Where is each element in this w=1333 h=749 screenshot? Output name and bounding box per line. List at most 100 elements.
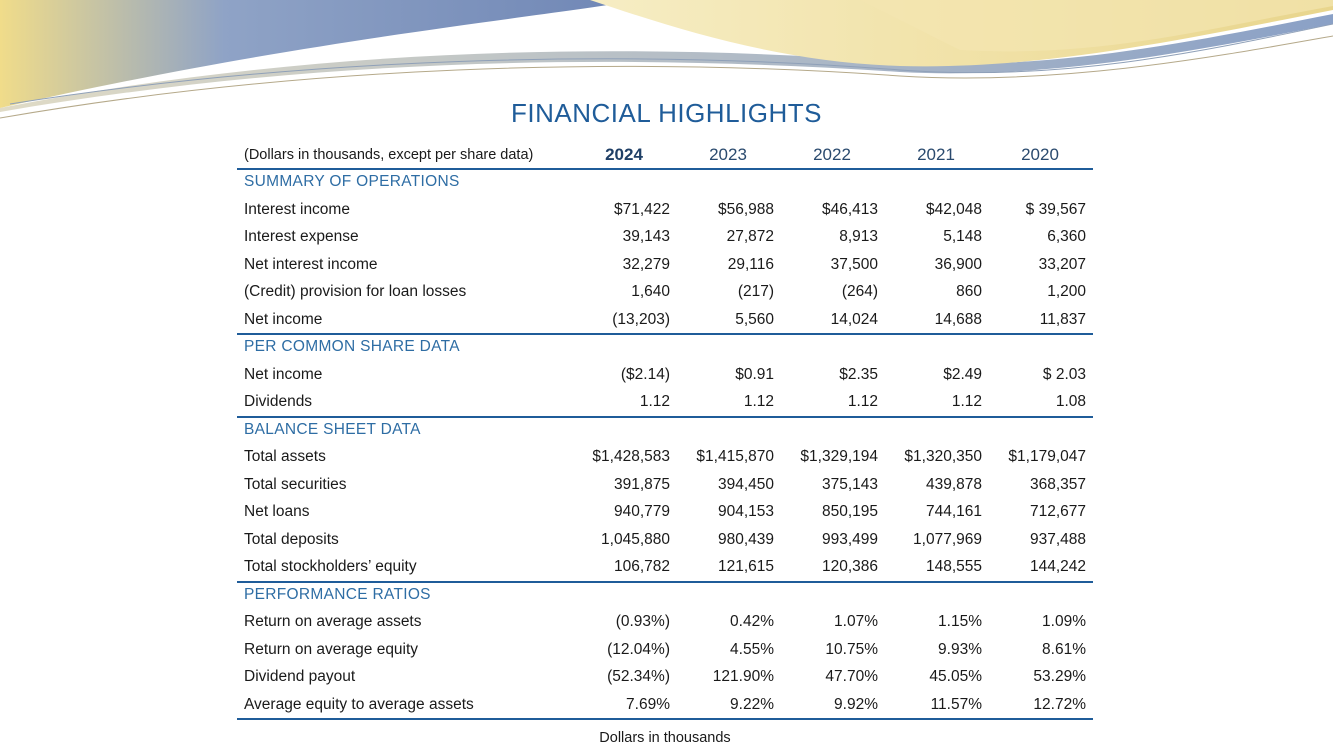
- cell-value: 1,077,969: [913, 530, 982, 548]
- section-title: SUMMARY OF OPERATIONS: [244, 173, 460, 190]
- cell-value: 1.12: [743, 393, 774, 410]
- cell-value: 8.61%: [1042, 640, 1086, 658]
- cell-value: 0.42%: [730, 613, 774, 630]
- cell-value: 375,143: [821, 475, 878, 493]
- cell-value: 14,688: [934, 310, 982, 328]
- cell-value: 980,439: [717, 530, 774, 548]
- row-label: Total stockholders’ equity: [244, 558, 417, 575]
- cell-value: 36,900: [934, 255, 982, 273]
- year-header: 2024: [605, 145, 643, 164]
- cell-value: 39,143: [622, 228, 670, 245]
- cell-value: (264): [841, 283, 878, 300]
- cell-value: 47.70%: [825, 668, 878, 685]
- cell-value: $ 39,567: [1025, 200, 1086, 218]
- cell-value: (12.04%): [607, 640, 670, 658]
- row-label: Average equity to average assets: [244, 695, 474, 713]
- cell-value: 11.57%: [930, 695, 982, 713]
- cell-value: 368,357: [1029, 475, 1086, 493]
- cell-value: 120,386: [821, 558, 878, 575]
- section-title: BALANCE SHEET DATA: [244, 420, 421, 438]
- cell-value: 394,450: [717, 475, 774, 493]
- cell-value: $46,413: [821, 200, 878, 218]
- row-label: Net interest income: [244, 255, 378, 273]
- cell-value: 9.92%: [834, 695, 878, 713]
- cell-value: ($2.14): [620, 365, 670, 383]
- cell-value: $56,988: [717, 200, 774, 218]
- cell-value: 1.15%: [938, 613, 982, 630]
- cell-value: 391,875: [613, 475, 670, 493]
- cell-value: 121.90%: [712, 668, 774, 685]
- row-label: Net income: [244, 310, 323, 328]
- bottom-rule: [237, 718, 1093, 720]
- section-rule: [237, 333, 1093, 335]
- cell-value: 993,499: [821, 530, 878, 548]
- cell-value: 10.75%: [825, 640, 878, 658]
- cell-value: 1,045,880: [601, 530, 670, 548]
- cell-value: 940,779: [613, 503, 670, 520]
- row-label: (Credit) provision for loan losses: [244, 283, 467, 300]
- row-label: Total deposits: [244, 530, 339, 548]
- cell-value: (13,203): [612, 310, 670, 328]
- cell-value: 712,677: [1029, 503, 1086, 520]
- cell-value: 6,360: [1047, 228, 1086, 245]
- cell-value: $71,422: [613, 200, 670, 218]
- year-header: 2021: [917, 145, 955, 164]
- cell-value: 904,153: [717, 503, 774, 520]
- cell-value: 1.12: [951, 393, 982, 410]
- row-label: Interest expense: [244, 228, 359, 245]
- cell-value: 33,207: [1038, 255, 1086, 273]
- header-decoration: [0, 0, 1333, 119]
- cell-value: 1.09%: [1042, 613, 1086, 630]
- section-rule: [237, 415, 1093, 418]
- cell-value: 860: [956, 283, 982, 300]
- cell-value: 1.12: [639, 393, 670, 410]
- cell-value: 121,615: [717, 558, 774, 575]
- cell-value: 37,500: [830, 255, 878, 273]
- cell-value: 29,116: [727, 255, 774, 273]
- cell-value: 439,878: [925, 475, 982, 493]
- row-label: Dividends: [244, 393, 313, 410]
- cell-value: 9.93%: [938, 640, 982, 658]
- cell-value: 148,555: [925, 558, 982, 575]
- cell-value: $2.49: [943, 365, 982, 383]
- cell-value: 12.72%: [1033, 695, 1086, 713]
- footnote: Dollars in thousands: [599, 730, 731, 746]
- cell-value: 744,161: [925, 503, 982, 520]
- cell-value: 27,872: [726, 228, 774, 245]
- cell-value: 5,560: [735, 310, 774, 328]
- cell-value: 1.12: [847, 393, 878, 410]
- cell-value: (52.34%): [607, 668, 670, 685]
- cell-value: 850,195: [821, 503, 878, 520]
- section-rule: [237, 580, 1093, 583]
- section-title: PERFORMANCE RATIOS: [244, 585, 431, 603]
- section-title: PER COMMON SHARE DATA: [244, 338, 460, 355]
- row-label: Total assets: [244, 448, 326, 465]
- cell-value: 1.07%: [834, 613, 878, 630]
- cell-value: 11,837: [1039, 310, 1086, 328]
- cell-value: 14,024: [830, 310, 878, 328]
- cell-value: $1,329,194: [800, 448, 878, 465]
- header-rule: [237, 168, 1093, 170]
- cell-value: 9.22%: [730, 695, 774, 713]
- row-label: Interest income: [244, 200, 350, 218]
- row-label: Total securities: [244, 475, 347, 493]
- cell-value: 4.55%: [730, 640, 774, 658]
- year-header: 2022: [813, 145, 851, 164]
- cell-value: $1,179,047: [1008, 448, 1086, 465]
- year-header: 2020: [1021, 145, 1059, 164]
- row-label: Net loans: [244, 503, 310, 520]
- cell-value: (0.93%): [615, 613, 670, 630]
- cell-value: $2.35: [839, 365, 878, 383]
- title: FINANCIAL HIGHLIGHTS: [511, 98, 822, 128]
- cell-value: $ 2.03: [1042, 365, 1086, 383]
- cell-value: $42,048: [925, 200, 982, 218]
- row-label: Return on average equity: [244, 640, 419, 658]
- row-label: Return on average assets: [244, 613, 422, 630]
- cell-value: 144,242: [1029, 558, 1086, 575]
- cell-value: 937,488: [1029, 530, 1086, 548]
- cell-value: 45.05%: [929, 668, 982, 685]
- cell-value: 7.69%: [626, 695, 670, 713]
- cell-value: 8,913: [839, 228, 878, 245]
